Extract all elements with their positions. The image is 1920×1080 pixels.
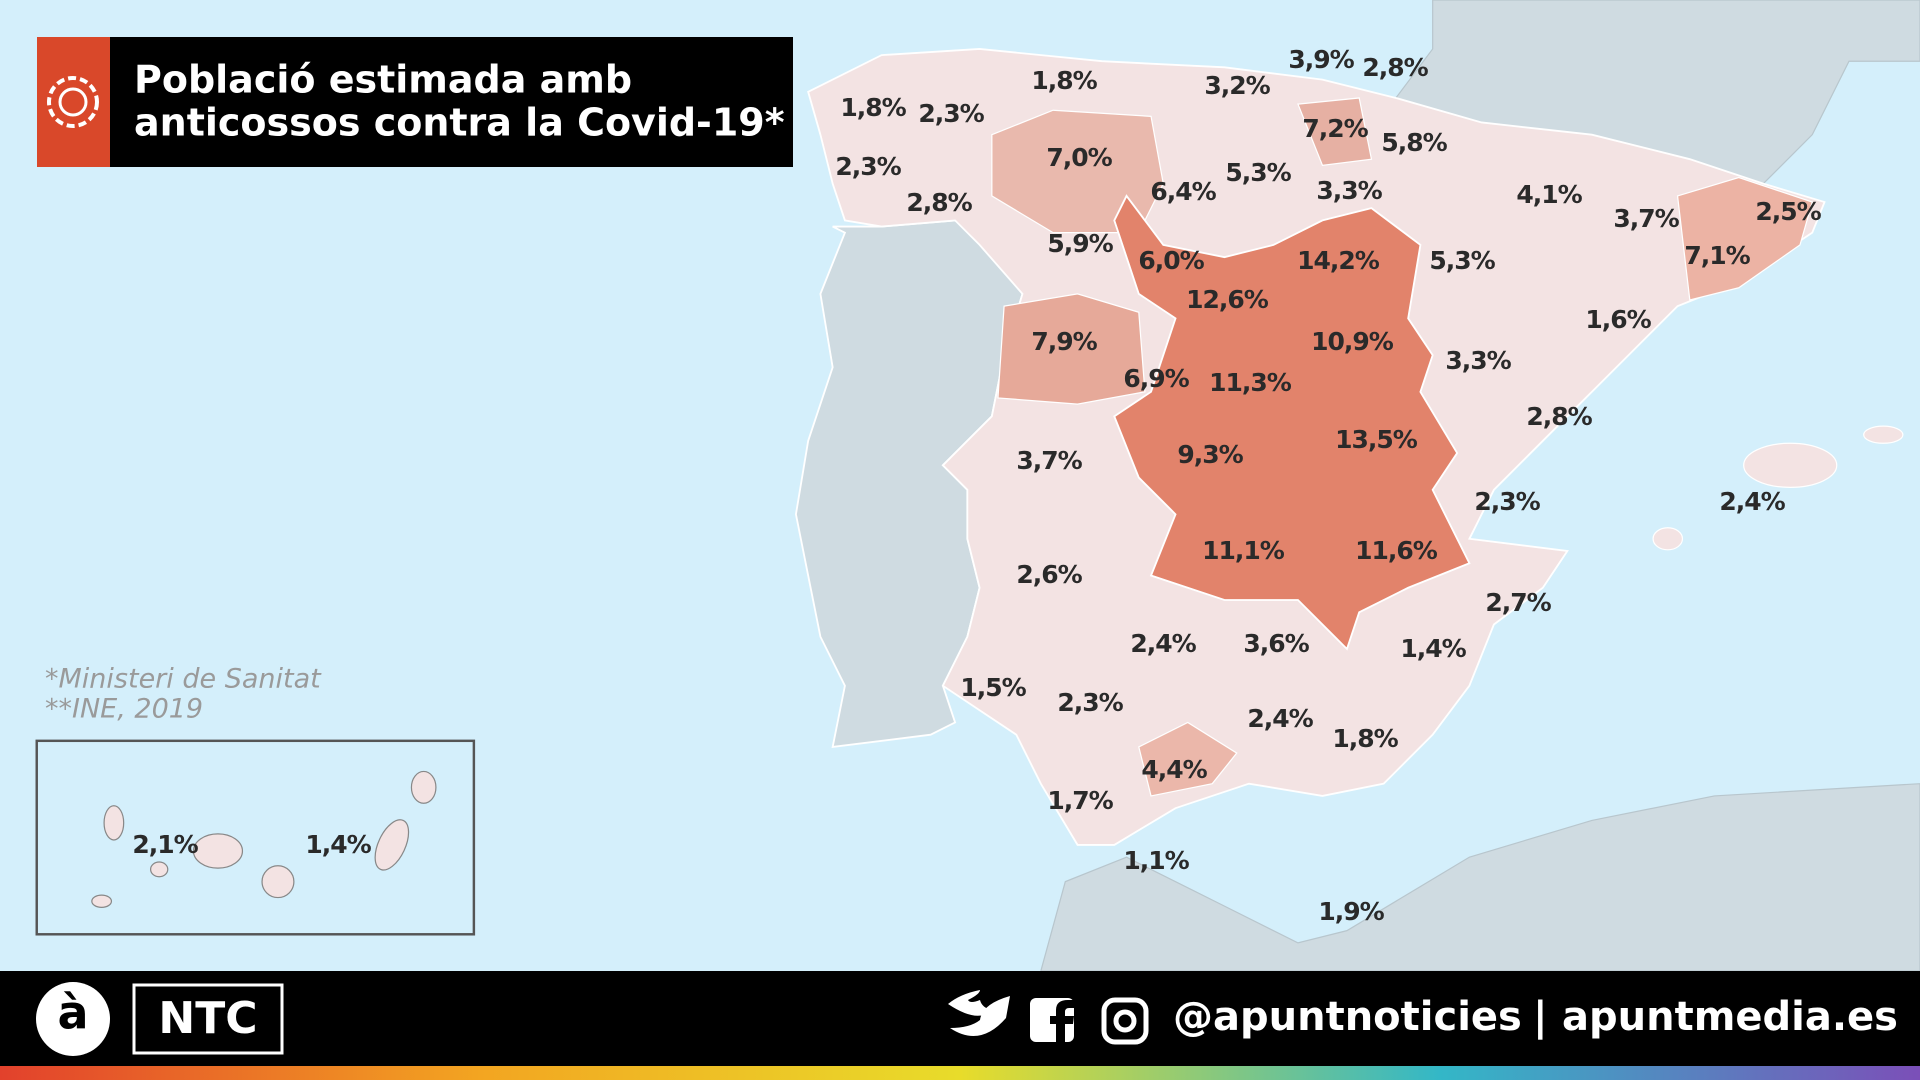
region-label: 10,9% (1311, 327, 1394, 356)
facebook-f (1050, 1000, 1074, 1042)
ibiza (1652, 527, 1684, 551)
island (192, 833, 244, 869)
region-label: 11,1% (1202, 536, 1285, 565)
region-label: 2,3% (1474, 487, 1540, 516)
island (150, 861, 169, 878)
instagram-icon[interactable] (1101, 997, 1149, 1045)
region-label: 4,1% (1516, 180, 1582, 209)
region-label: 13,5% (1335, 425, 1418, 454)
region-mid-west (997, 293, 1146, 405)
region-label: 1,8% (1031, 66, 1097, 95)
region-label: 7,9% (1031, 327, 1097, 356)
region-label: 5,8% (1381, 128, 1447, 157)
region-label: 2,1% (132, 830, 198, 859)
title-line: anticossos contra la Covid-19* (134, 101, 785, 145)
region-label: 11,6% (1355, 536, 1438, 565)
region-core (1113, 194, 1471, 651)
island (261, 865, 295, 899)
island (374, 819, 410, 871)
region-label: 6,9% (1123, 364, 1189, 393)
separator: | (1533, 994, 1548, 1041)
region-label: 12,6% (1186, 285, 1269, 314)
region-label: 1,4% (1400, 634, 1466, 663)
title-line: Població estimada amb (134, 58, 632, 102)
region-label: 6,4% (1150, 177, 1216, 206)
virus-icon-core (58, 87, 88, 117)
region-mid-catalonia (1676, 176, 1814, 301)
region-label: 9,3% (1177, 440, 1243, 469)
region-label: 3,3% (1316, 176, 1382, 205)
region-label: 11,3% (1209, 368, 1292, 397)
region-label: 4,4% (1141, 755, 1207, 784)
region-label: 3,7% (1613, 204, 1679, 233)
region-label: 3,2% (1204, 71, 1270, 100)
region-label: 1,1% (1123, 846, 1189, 875)
region-label: 7,1% (1684, 241, 1750, 270)
region-label: 1,5% (960, 673, 1026, 702)
region-label: 3,3% (1445, 346, 1511, 375)
source-note: **INE, 2019 (45, 694, 203, 725)
region-label: 2,3% (835, 152, 901, 181)
region-label: 3,7% (1016, 446, 1082, 475)
region-label: 1,4% (305, 830, 371, 859)
menorca (1863, 425, 1904, 444)
region-mid-basque (1297, 97, 1373, 166)
region-label: 5,3% (1429, 246, 1495, 275)
region-label: 6,0% (1138, 246, 1204, 275)
logo: à (57, 986, 88, 1040)
region-label: 2,3% (918, 99, 984, 128)
region-label: 7,2% (1302, 114, 1368, 143)
region-label: 5,9% (1047, 229, 1113, 258)
region-label: 2,5% (1755, 197, 1821, 226)
region-label: 2,6% (1016, 560, 1082, 589)
region-label: 2,8% (1526, 402, 1592, 431)
region-label: 2,4% (1247, 704, 1313, 733)
region-label: 3,6% (1243, 629, 1309, 658)
region-label: 2,4% (1130, 629, 1196, 658)
virus-icon (47, 76, 99, 128)
title-box (37, 37, 793, 167)
footer (0, 971, 1920, 1066)
site[interactable]: apuntmedia.es (1562, 994, 1898, 1040)
region-label: 2,8% (906, 188, 972, 217)
instagram-lens (1113, 1009, 1137, 1033)
canary-inset (35, 739, 476, 936)
region-label: 1,9% (1318, 897, 1384, 926)
region-label: 1,8% (840, 93, 906, 122)
island (410, 770, 437, 804)
region-label: 7,0% (1046, 143, 1112, 172)
region-label: 14,2% (1297, 246, 1380, 275)
mallorca (1743, 442, 1838, 488)
region-label: 3,9% (1288, 45, 1354, 74)
region-label: 2,3% (1057, 688, 1123, 717)
brand-box (132, 983, 284, 1055)
region-label: 5,3% (1225, 158, 1291, 187)
region-mid-north (991, 109, 1164, 234)
handle[interactable]: @apuntnoticies (1173, 994, 1522, 1040)
island (103, 805, 125, 841)
region-labels: 1,8% 2,3%1,8% 3,2%3,9% 2,8%2,3%7,2% 5,8%7,0%… (132, 45, 1822, 926)
twitter-icon[interactable] (948, 990, 1010, 1036)
region-label: 2,4% (1719, 487, 1785, 516)
region-label: 1,7% (1047, 786, 1113, 815)
region-label: 2,8% (1362, 53, 1428, 82)
region-label: 1,8% (1332, 724, 1398, 753)
region-mid-south (1138, 721, 1238, 797)
africa (1040, 783, 1920, 972)
footer-strip (0, 1066, 1920, 1080)
map (35, 0, 1920, 972)
region-label: 2,7% (1485, 588, 1551, 617)
brand: NTC (158, 993, 257, 1044)
island (91, 894, 113, 908)
logo-circle (36, 982, 110, 1056)
source-note: *Ministeri de Sanitat (45, 664, 322, 695)
region-label: 1,6% (1585, 305, 1651, 334)
